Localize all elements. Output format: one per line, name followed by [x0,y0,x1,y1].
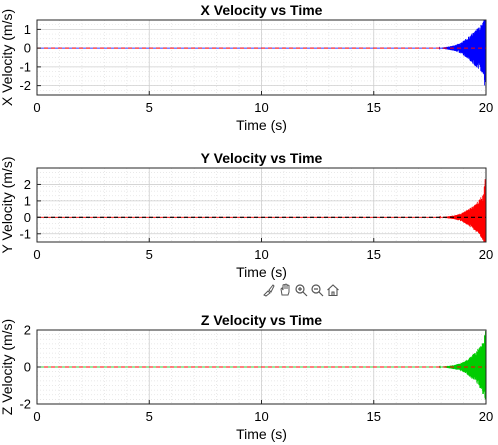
y-tick-label: 1 [24,22,31,37]
y-tick-label: 0 [24,360,31,375]
x-tick-label: 0 [33,100,40,115]
x-tick-label: 20 [479,247,493,262]
y-tick-label: 1 [24,193,31,208]
x-tick-label: 10 [254,409,268,424]
x-tick-label: 5 [146,247,153,262]
y-tick-label: 2 [24,323,31,338]
y-tick-label: 2 [24,177,31,192]
x-tick-label: 15 [367,247,381,262]
zoom-out-icon[interactable] [310,283,324,297]
chart-title: X Velocity vs Time [201,2,323,18]
figure-toolbar [262,283,340,299]
x-axis-label: Time (s) [236,426,287,442]
y-tick-label: 0 [24,41,31,56]
y-tick-label: -2 [19,397,31,412]
chart-title: Z Velocity vs Time [201,312,322,328]
x-tick-label: 20 [479,409,493,424]
x-tick-label: 0 [33,247,40,262]
y-tick-label: -1 [19,59,31,74]
x-axis-label: Time (s) [236,117,287,133]
y-axis-label: Y Velocity (m/s) [0,157,15,254]
pan-hand-icon[interactable] [278,283,292,297]
x-tick-label: 5 [146,409,153,424]
y-axis-label: X Velocity (m/s) [0,9,15,106]
y-axis-label: Z Velocity (m/s) [0,319,15,415]
home-icon[interactable] [326,283,340,297]
y-tick-label: -2 [19,78,31,93]
chart-title: Y Velocity vs Time [201,150,323,166]
x-tick-label: 15 [367,100,381,115]
x-tick-label: 10 [254,247,268,262]
brush-icon[interactable] [262,283,276,297]
y-tick-label: -1 [19,226,31,241]
y-tick-label: 0 [24,210,31,225]
x-tick-label: 10 [254,100,268,115]
x-tick-label: 15 [367,409,381,424]
x-axis-label: Time (s) [236,264,287,280]
x-tick-label: 0 [33,409,40,424]
x-tick-label: 5 [146,100,153,115]
x-tick-label: 20 [479,100,493,115]
zoom-in-icon[interactable] [294,283,308,297]
